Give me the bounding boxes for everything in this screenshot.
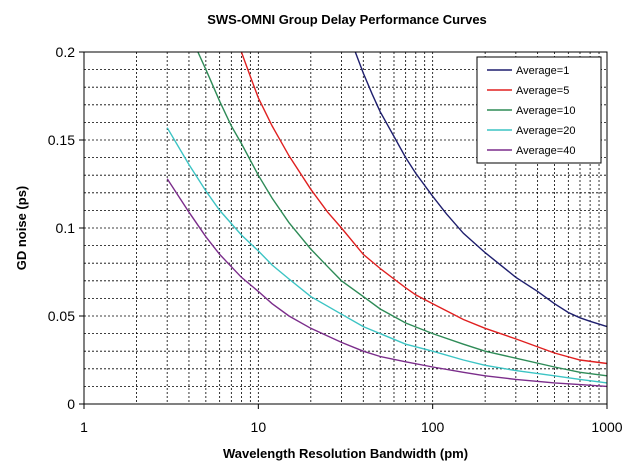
y-tick-label: 0.05 <box>48 308 75 324</box>
x-tick-label: 1000 <box>591 419 622 435</box>
series-line-3 <box>197 51 608 377</box>
series-line-4 <box>166 127 608 384</box>
y-axis-label: GD noise (ps) <box>14 186 29 271</box>
legend-entry: Average=5 <box>516 85 569 97</box>
grid <box>84 52 607 404</box>
legend-entry: Average=20 <box>516 125 575 137</box>
y-tick-label: 0 <box>67 396 75 412</box>
series-lines <box>166 51 608 388</box>
x-tick-label: 10 <box>251 419 267 435</box>
series-line-1 <box>354 51 608 328</box>
x-tick-label: 1 <box>80 419 88 435</box>
series-line-2 <box>240 51 608 365</box>
x-tick-label: 100 <box>421 419 445 435</box>
chart-title: SWS-OMNI Group Delay Performance Curves <box>207 12 487 27</box>
y-tick-label: 0.2 <box>56 44 76 60</box>
legend: Average=1 Average=5 Average=10 Average=20 Av… <box>476 56 602 164</box>
y-tick-label: 0.15 <box>48 132 75 148</box>
series-line-5 <box>166 178 608 388</box>
x-axis-label: Wavelength Resolution Bandwidth (pm) <box>223 446 468 461</box>
legend-entry: Average=40 <box>516 145 575 157</box>
legend-entry: Average=1 <box>516 65 569 77</box>
legend-entry: Average=10 <box>516 105 575 117</box>
y-tick-label: 0.1 <box>56 220 76 236</box>
axis-ticks: 1 10 100 1000 0 0.05 0.1 0.15 0.2 <box>48 44 623 435</box>
